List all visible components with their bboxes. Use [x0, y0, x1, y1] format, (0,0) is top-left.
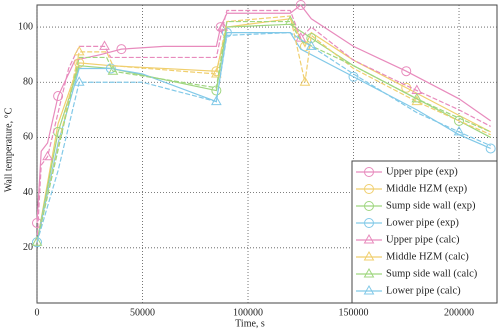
marker: [211, 95, 222, 106]
y-tick-label: 20: [23, 242, 33, 253]
marker: [363, 267, 375, 278]
series-line: [36, 31, 491, 243]
x-tick-label: 200000: [444, 307, 474, 318]
marker: [107, 65, 119, 75]
y-tick-label: 40: [23, 187, 33, 198]
x-tick-label: 50000: [130, 307, 155, 318]
marker: [73, 45, 85, 56]
marker: [364, 167, 374, 177]
marker: [42, 150, 53, 161]
marker: [411, 95, 423, 106]
marker: [299, 76, 311, 86]
series-line: [36, 20, 491, 243]
marker: [295, 0, 306, 10]
marker: [363, 233, 375, 244]
x-axis-label: Time, s: [235, 318, 265, 329]
marker: [348, 71, 359, 82]
legend-label: Sump side wall (exp): [386, 200, 476, 211]
marker: [401, 66, 412, 77]
y-tick-label: 60: [23, 132, 33, 143]
legend-label: Middle HZM (calc): [386, 251, 469, 262]
marker: [306, 33, 317, 44]
marker: [363, 250, 375, 261]
marker: [116, 44, 127, 55]
marker: [31, 236, 43, 246]
marker: [454, 115, 465, 126]
marker: [364, 201, 374, 211]
marker: [99, 40, 110, 50]
marker: [221, 27, 232, 38]
legend-label: Lower pipe (calc): [386, 285, 461, 296]
marker: [363, 284, 375, 295]
y-axis-label: Wall temperature, °C: [3, 107, 14, 192]
marker: [411, 92, 423, 103]
x-tick-label: 150000: [339, 307, 369, 318]
y-tick-label: 80: [23, 77, 33, 88]
x-tick-label: 100000: [233, 307, 263, 318]
series-line: [36, 4, 492, 224]
legend-label: Upper pipe (calc): [386, 234, 460, 245]
series-line: [36, 18, 491, 243]
series-line: [36, 31, 491, 243]
marker: [105, 63, 116, 74]
marker: [364, 218, 374, 228]
series-line: [36, 9, 491, 243]
x-tick-label: 0: [35, 307, 40, 318]
marker: [73, 76, 85, 86]
marker: [364, 184, 374, 194]
marker: [453, 125, 465, 136]
legend-label: Sump side wall (calc): [386, 268, 478, 279]
legend-label: Lower pipe (exp): [386, 217, 459, 228]
y-tick-label: 100: [18, 21, 33, 32]
legend-label: Upper pipe (exp): [386, 166, 458, 177]
marker: [284, 15, 296, 26]
marker: [305, 40, 317, 50]
marker: [485, 143, 496, 154]
legend-label: Middle HZM (exp): [386, 183, 468, 194]
marker: [217, 21, 229, 31]
legend-box: [351, 160, 498, 304]
